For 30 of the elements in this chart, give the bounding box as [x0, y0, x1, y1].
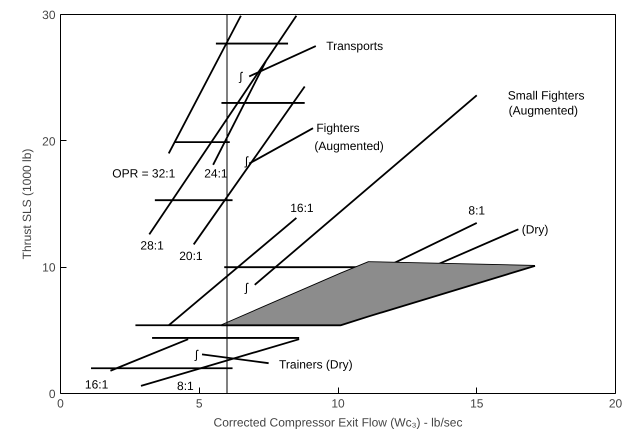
y-axis-title: Thrust SLS (1000 lb): [20, 148, 34, 260]
x-tick-label: 5: [196, 396, 203, 410]
annotation: OPR = 32:1: [112, 166, 176, 181]
annotation: 16:1: [84, 378, 109, 392]
annotation: (Augmented): [314, 138, 384, 153]
annotation: 28:1: [140, 238, 164, 253]
annotation: (Augmented): [508, 104, 578, 118]
annotation: Trainers (Dry): [279, 357, 353, 372]
annotation: ʃ: [244, 280, 250, 294]
x-axis-title: Corrected Compressor Exit Flow (Wc₃) - lb/sec: [214, 416, 462, 430]
annotation: 16:1: [290, 200, 314, 215]
annotation: (Dry): [522, 222, 548, 236]
annotation: 24:1: [204, 166, 228, 181]
annotation: Fighters: [316, 121, 360, 136]
x-tick-label: 0: [57, 396, 64, 410]
y-tick-label: 20: [42, 134, 56, 148]
x-tick-label: 20: [608, 396, 622, 410]
annotation: ʃ: [244, 154, 250, 168]
annotation: ʃ: [194, 347, 200, 362]
x-tick-label: 10: [331, 396, 345, 410]
annotation: 20:1: [179, 248, 203, 263]
y-tick-label: 30: [42, 8, 56, 22]
y-tick-label: 0: [48, 387, 56, 401]
annotation: 8:1: [177, 378, 194, 393]
annotation: 8:1: [468, 203, 486, 218]
x-tick-label: 15: [470, 396, 484, 410]
annotation: ʃ: [238, 69, 244, 84]
annotation: Transports: [326, 39, 384, 54]
annotation: Small Fighters: [508, 88, 584, 102]
y-tick-label: 10: [42, 260, 56, 275]
